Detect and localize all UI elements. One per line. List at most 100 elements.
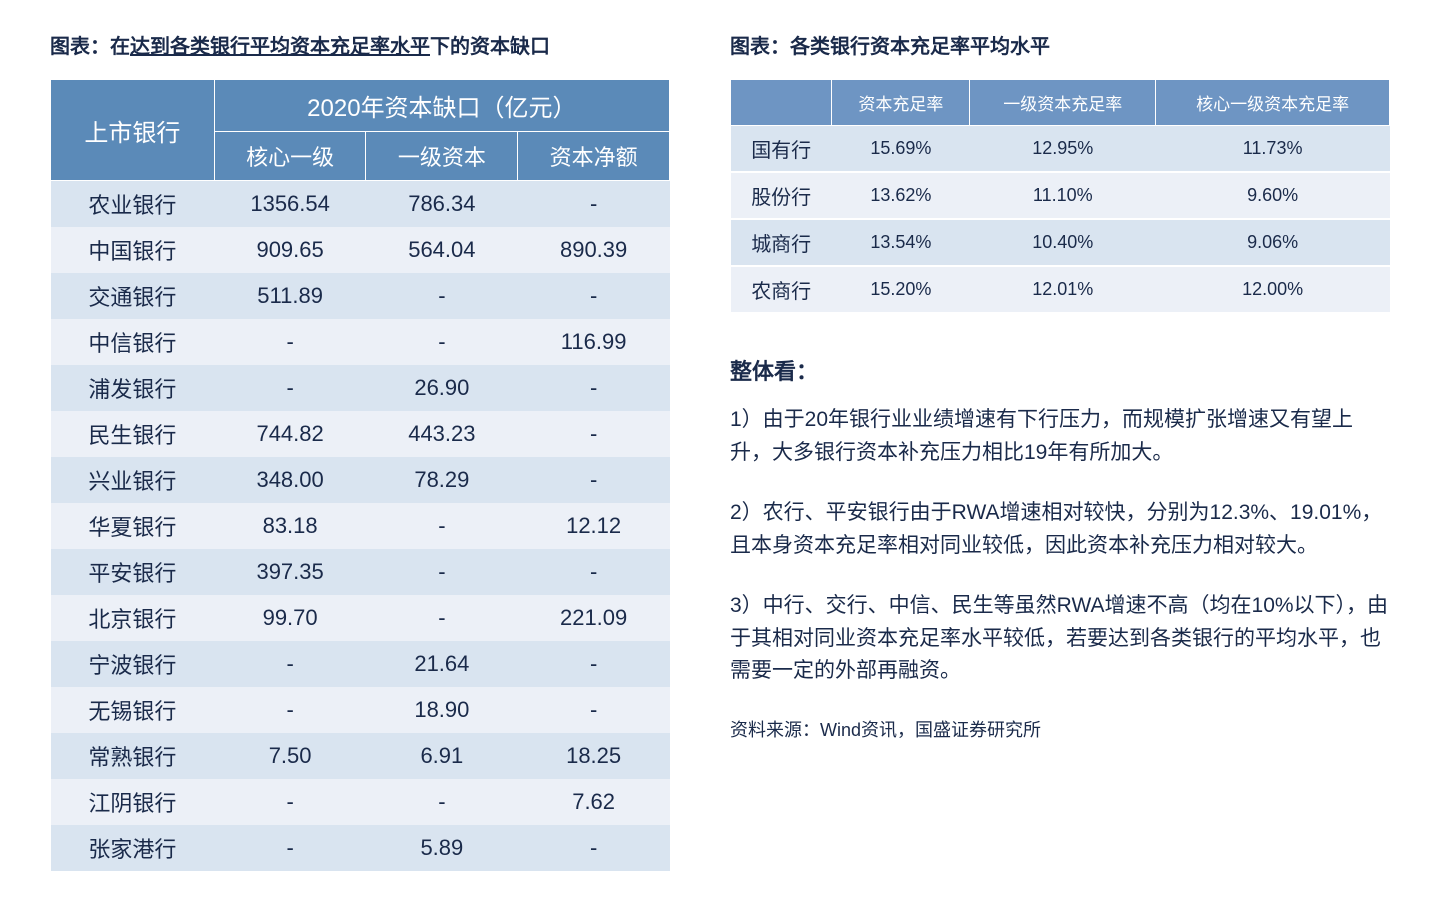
net-capital-cell: 890.39 — [518, 227, 670, 273]
summary-heading: 整体看： — [730, 354, 1390, 386]
table-row-header: 上市银行 — [51, 80, 215, 181]
net-capital-cell: - — [518, 365, 670, 411]
core-tier1-cell: 744.82 — [214, 411, 366, 457]
net-capital-cell: 12.12 — [518, 503, 670, 549]
title-underlined: 达到各类银行平均资本充足率水平 — [130, 36, 430, 58]
subheader-net-capital: 资本净额 — [518, 132, 670, 181]
bank-type-cell: 股份行 — [731, 172, 832, 219]
title-prefix: 图表：在 — [50, 36, 130, 58]
table-row: 无锡银行-18.90- — [51, 687, 670, 733]
table-row: 城商行13.54%10.40%9.06% — [731, 219, 1390, 266]
table-row: 平安银行397.35-- — [51, 549, 670, 595]
left-chart-title: 图表：在达到各类银行平均资本充足率水平下的资本缺口 — [50, 30, 670, 59]
bank-name-cell: 民生银行 — [51, 411, 215, 457]
core-tier1-cell: - — [214, 319, 366, 365]
table-row: 民生银行744.82443.23- — [51, 411, 670, 457]
car-cell: 15.20% — [832, 266, 970, 313]
core-tier1-cell: 99.70 — [214, 595, 366, 641]
core-tier1-cell: - — [214, 687, 366, 733]
bank-type-cell: 城商行 — [731, 219, 832, 266]
net-capital-cell: 116.99 — [518, 319, 670, 365]
left-table-body: 农业银行1356.54786.34-中国银行909.65564.04890.39… — [51, 181, 670, 872]
table-row: 中信银行--116.99 — [51, 319, 670, 365]
table-merged-header: 2020年资本缺口（亿元） — [214, 80, 669, 132]
core-tier1-cell: 1356.54 — [214, 181, 366, 228]
tier1-cell: 21.64 — [366, 641, 518, 687]
right-panel: 图表：各类银行资本充足率平均水平 资本充足率 一级资本充足率 核心一级资本充足率… — [730, 30, 1390, 871]
tier1-car-cell: 12.01% — [970, 266, 1156, 313]
table-row: 中国银行909.65564.04890.39 — [51, 227, 670, 273]
net-capital-cell: - — [518, 687, 670, 733]
core-tier1-car-cell: 9.60% — [1156, 172, 1390, 219]
right-header-tier1-car: 一级资本充足率 — [970, 80, 1156, 126]
table-row: 北京银行99.70-221.09 — [51, 595, 670, 641]
table-row: 江阴银行--7.62 — [51, 779, 670, 825]
tier1-cell: - — [366, 503, 518, 549]
bank-name-cell: 平安银行 — [51, 549, 215, 595]
summary-paragraph: 2）农行、平安银行由于RWA增速相对较快，分别为12.3%、19.01%，且本身… — [730, 497, 1390, 562]
core-tier1-cell: 909.65 — [214, 227, 366, 273]
right-table-body: 国有行15.69%12.95%11.73%股份行13.62%11.10%9.60… — [731, 126, 1390, 314]
tier1-cell: 6.91 — [366, 733, 518, 779]
bank-name-cell: 江阴银行 — [51, 779, 215, 825]
tier1-cell: - — [366, 595, 518, 641]
subheader-core-tier1: 核心一级 — [214, 132, 366, 181]
tier1-cell: - — [366, 273, 518, 319]
table-row: 张家港行-5.89- — [51, 825, 670, 871]
subheader-tier1: 一级资本 — [366, 132, 518, 181]
table-row: 农业银行1356.54786.34- — [51, 181, 670, 228]
core-tier1-cell: 7.50 — [214, 733, 366, 779]
car-cell: 15.69% — [832, 126, 970, 173]
net-capital-cell: - — [518, 641, 670, 687]
tier1-car-cell: 12.95% — [970, 126, 1156, 173]
table-row: 股份行13.62%11.10%9.60% — [731, 172, 1390, 219]
core-tier1-cell: 348.00 — [214, 457, 366, 503]
table-row: 宁波银行-21.64- — [51, 641, 670, 687]
tier1-cell: 26.90 — [366, 365, 518, 411]
bank-name-cell: 中信银行 — [51, 319, 215, 365]
core-tier1-cell: - — [214, 641, 366, 687]
bank-name-cell: 北京银行 — [51, 595, 215, 641]
core-tier1-cell: - — [214, 365, 366, 411]
avg-car-table: 资本充足率 一级资本充足率 核心一级资本充足率 国有行15.69%12.95%1… — [730, 79, 1390, 314]
net-capital-cell: - — [518, 549, 670, 595]
source-line: 资料来源：Wind资讯，国盛证券研究所 — [730, 716, 1390, 742]
tier1-cell: 5.89 — [366, 825, 518, 871]
core-tier1-car-cell: 9.06% — [1156, 219, 1390, 266]
tier1-cell: - — [366, 549, 518, 595]
table-row: 华夏银行83.18-12.12 — [51, 503, 670, 549]
table-row: 兴业银行348.0078.29- — [51, 457, 670, 503]
net-capital-cell: - — [518, 273, 670, 319]
car-cell: 13.54% — [832, 219, 970, 266]
table-row: 常熟银行7.506.9118.25 — [51, 733, 670, 779]
table-row: 浦发银行-26.90- — [51, 365, 670, 411]
core-tier1-cell: 397.35 — [214, 549, 366, 595]
right-header-empty — [731, 80, 832, 126]
tier1-cell: 18.90 — [366, 687, 518, 733]
bank-name-cell: 农业银行 — [51, 181, 215, 228]
bank-name-cell: 张家港行 — [51, 825, 215, 871]
car-cell: 13.62% — [832, 172, 970, 219]
core-tier1-cell: 83.18 — [214, 503, 366, 549]
bank-name-cell: 宁波银行 — [51, 641, 215, 687]
tier1-cell: 564.04 — [366, 227, 518, 273]
tier1-car-cell: 11.10% — [970, 172, 1156, 219]
bank-name-cell: 浦发银行 — [51, 365, 215, 411]
tier1-cell: 786.34 — [366, 181, 518, 228]
right-header-core-tier1-car: 核心一级资本充足率 — [1156, 80, 1390, 126]
bank-name-cell: 中国银行 — [51, 227, 215, 273]
summary-paragraph: 1）由于20年银行业业绩增速有下行压力，而规模扩张增速又有望上升，大多银行资本补… — [730, 404, 1390, 469]
bank-type-cell: 国有行 — [731, 126, 832, 173]
core-tier1-cell: 511.89 — [214, 273, 366, 319]
net-capital-cell: - — [518, 411, 670, 457]
bank-name-cell: 交通银行 — [51, 273, 215, 319]
table-row: 农商行15.20%12.01%12.00% — [731, 266, 1390, 313]
core-tier1-cell: - — [214, 779, 366, 825]
tier1-cell: - — [366, 779, 518, 825]
page-container: 图表：在达到各类银行平均资本充足率水平下的资本缺口 上市银行 2020年资本缺口… — [50, 30, 1390, 871]
bank-name-cell: 兴业银行 — [51, 457, 215, 503]
bank-name-cell: 华夏银行 — [51, 503, 215, 549]
right-chart-title: 图表：各类银行资本充足率平均水平 — [730, 30, 1390, 59]
bank-name-cell: 常熟银行 — [51, 733, 215, 779]
bank-name-cell: 无锡银行 — [51, 687, 215, 733]
